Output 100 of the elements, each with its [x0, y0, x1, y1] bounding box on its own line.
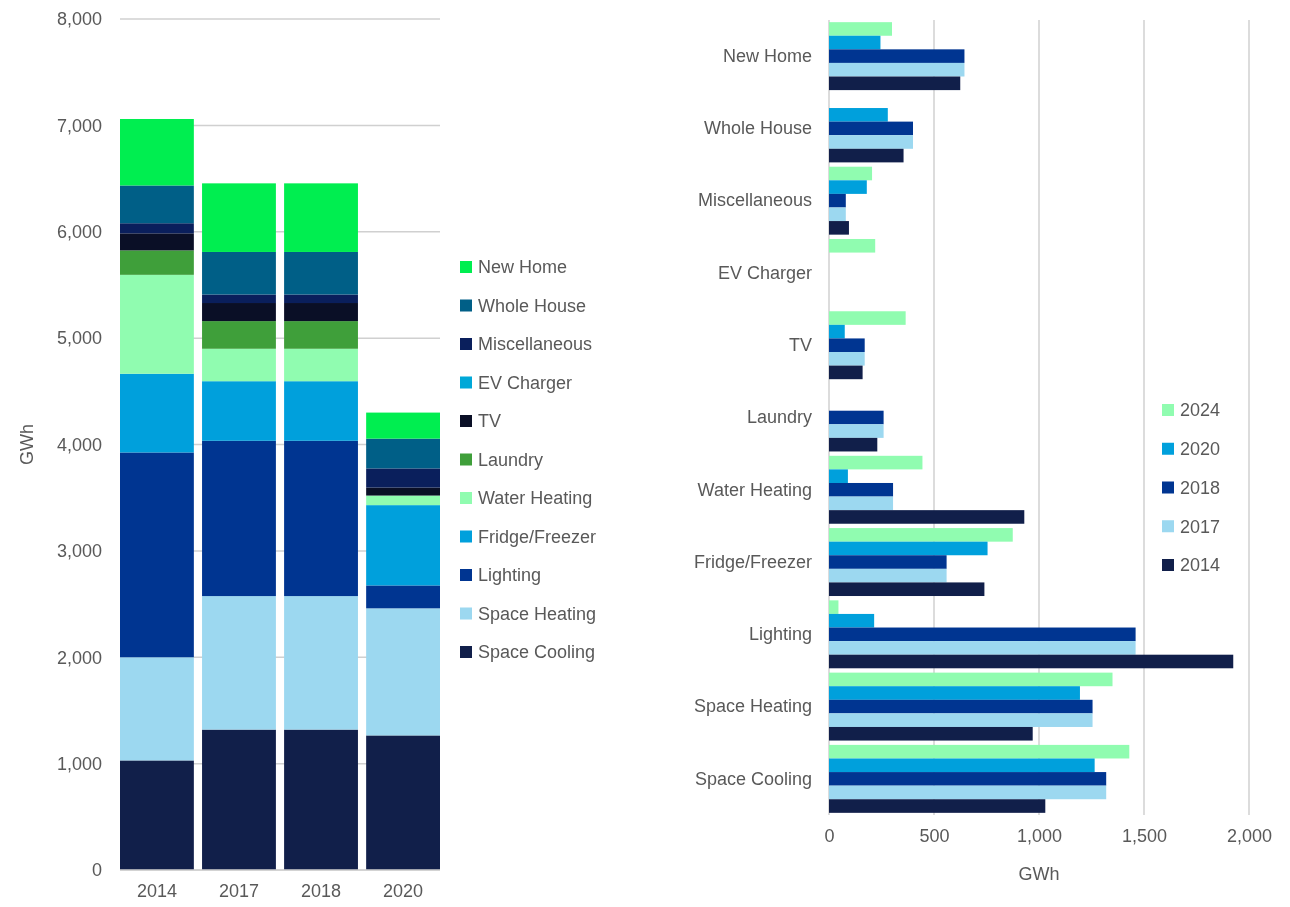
bar	[829, 510, 1025, 524]
y-tick-label: 4,000	[56, 434, 102, 455]
bar	[829, 311, 906, 325]
x-tick-label: 1,000	[1016, 825, 1063, 846]
bar	[829, 758, 1095, 773]
bar	[829, 686, 1080, 700]
bar	[829, 221, 849, 235]
bar	[829, 713, 1093, 727]
bar	[202, 321, 276, 349]
bar	[829, 699, 1093, 714]
legend-label: Miscellaneous	[478, 334, 593, 355]
bar	[829, 410, 884, 425]
bar	[829, 568, 947, 583]
y-tick-label: Water Heating	[697, 479, 812, 500]
bar	[829, 672, 1113, 687]
bar	[829, 424, 884, 438]
bar	[829, 541, 988, 556]
y-tick-label: New Home	[722, 45, 812, 66]
x-tick-label: 0	[824, 825, 835, 846]
x-tick-label: 2020	[383, 880, 424, 901]
bar	[284, 183, 358, 252]
bar	[829, 555, 947, 569]
bar	[829, 207, 846, 222]
bar	[829, 238, 876, 253]
bar	[829, 772, 1107, 786]
bar	[284, 729, 358, 870]
x-tick-label: 500	[919, 825, 950, 846]
x-tick-label: 1,500	[1121, 825, 1168, 846]
bar	[284, 348, 358, 382]
bar	[284, 251, 358, 295]
y-tick-label: 2,000	[56, 647, 102, 668]
bar	[829, 496, 894, 511]
legend-label: EV Charger	[478, 372, 573, 393]
bar	[829, 148, 904, 163]
bar	[829, 600, 839, 614]
bar	[829, 799, 1046, 813]
bar	[829, 627, 1136, 642]
x-axis-title: GWh	[1018, 864, 1060, 884]
legend-label: Space Heating	[478, 603, 597, 624]
bar	[829, 482, 894, 497]
bar	[202, 440, 276, 597]
bar	[366, 505, 440, 586]
bar	[366, 495, 440, 506]
y-tick-label: 5,000	[56, 328, 102, 349]
bar	[829, 49, 965, 63]
bar	[366, 487, 440, 496]
bar	[829, 744, 1130, 759]
bar	[284, 381, 358, 441]
legend-label: Fridge/Freezer	[478, 526, 597, 547]
bar	[366, 412, 440, 439]
x-tick-label: 2014	[136, 880, 177, 901]
bar	[829, 22, 892, 36]
y-tick-label: 3,000	[56, 541, 102, 562]
bar	[829, 166, 873, 181]
bar	[829, 654, 1234, 669]
legend-label: 2017	[1180, 516, 1221, 537]
bar	[829, 76, 961, 91]
bar	[829, 62, 965, 77]
x-tick-label: 2,000	[1226, 825, 1273, 846]
y-tick-label: Laundry	[746, 407, 812, 428]
y-tick-label: EV Charger	[717, 262, 812, 283]
bar	[829, 582, 985, 597]
bar	[284, 303, 358, 322]
legend-label: 2014	[1180, 555, 1221, 576]
y-tick-label: 0	[91, 860, 102, 881]
legend-label: 2020	[1180, 439, 1221, 460]
legend-label: Water Heating	[478, 488, 593, 509]
y-tick-label: TV	[788, 334, 812, 355]
bar	[829, 455, 923, 470]
bar	[366, 438, 440, 469]
bar	[120, 185, 194, 224]
legend-label: TV	[478, 411, 502, 432]
bar	[829, 437, 878, 452]
legend-label: Space Cooling	[478, 642, 596, 663]
bar	[829, 641, 1136, 655]
bar	[120, 118, 194, 186]
bar	[120, 223, 194, 234]
x-tick-label: 2018	[301, 880, 342, 901]
bar	[829, 108, 888, 122]
bar	[120, 250, 194, 275]
legend-label: New Home	[478, 257, 568, 278]
bar	[202, 729, 276, 870]
y-tick-label: 1,000	[56, 753, 102, 774]
bar	[829, 324, 845, 339]
bar	[829, 35, 881, 50]
bar	[284, 440, 358, 597]
bar	[829, 135, 913, 149]
legend-label: 2024	[1180, 400, 1221, 421]
y-tick-label: Lighting	[748, 624, 812, 645]
legend-label: Whole House	[478, 295, 587, 316]
y-tick-label: Space Cooling	[694, 768, 812, 789]
y-tick-label: Fridge/Freezer	[693, 551, 812, 572]
bar	[202, 303, 276, 322]
bar	[202, 294, 276, 304]
bar	[829, 365, 863, 380]
x-tick-label: 2017	[218, 880, 259, 901]
bar	[829, 613, 875, 628]
bar	[829, 352, 865, 366]
bar	[120, 452, 194, 658]
bar	[829, 785, 1107, 800]
